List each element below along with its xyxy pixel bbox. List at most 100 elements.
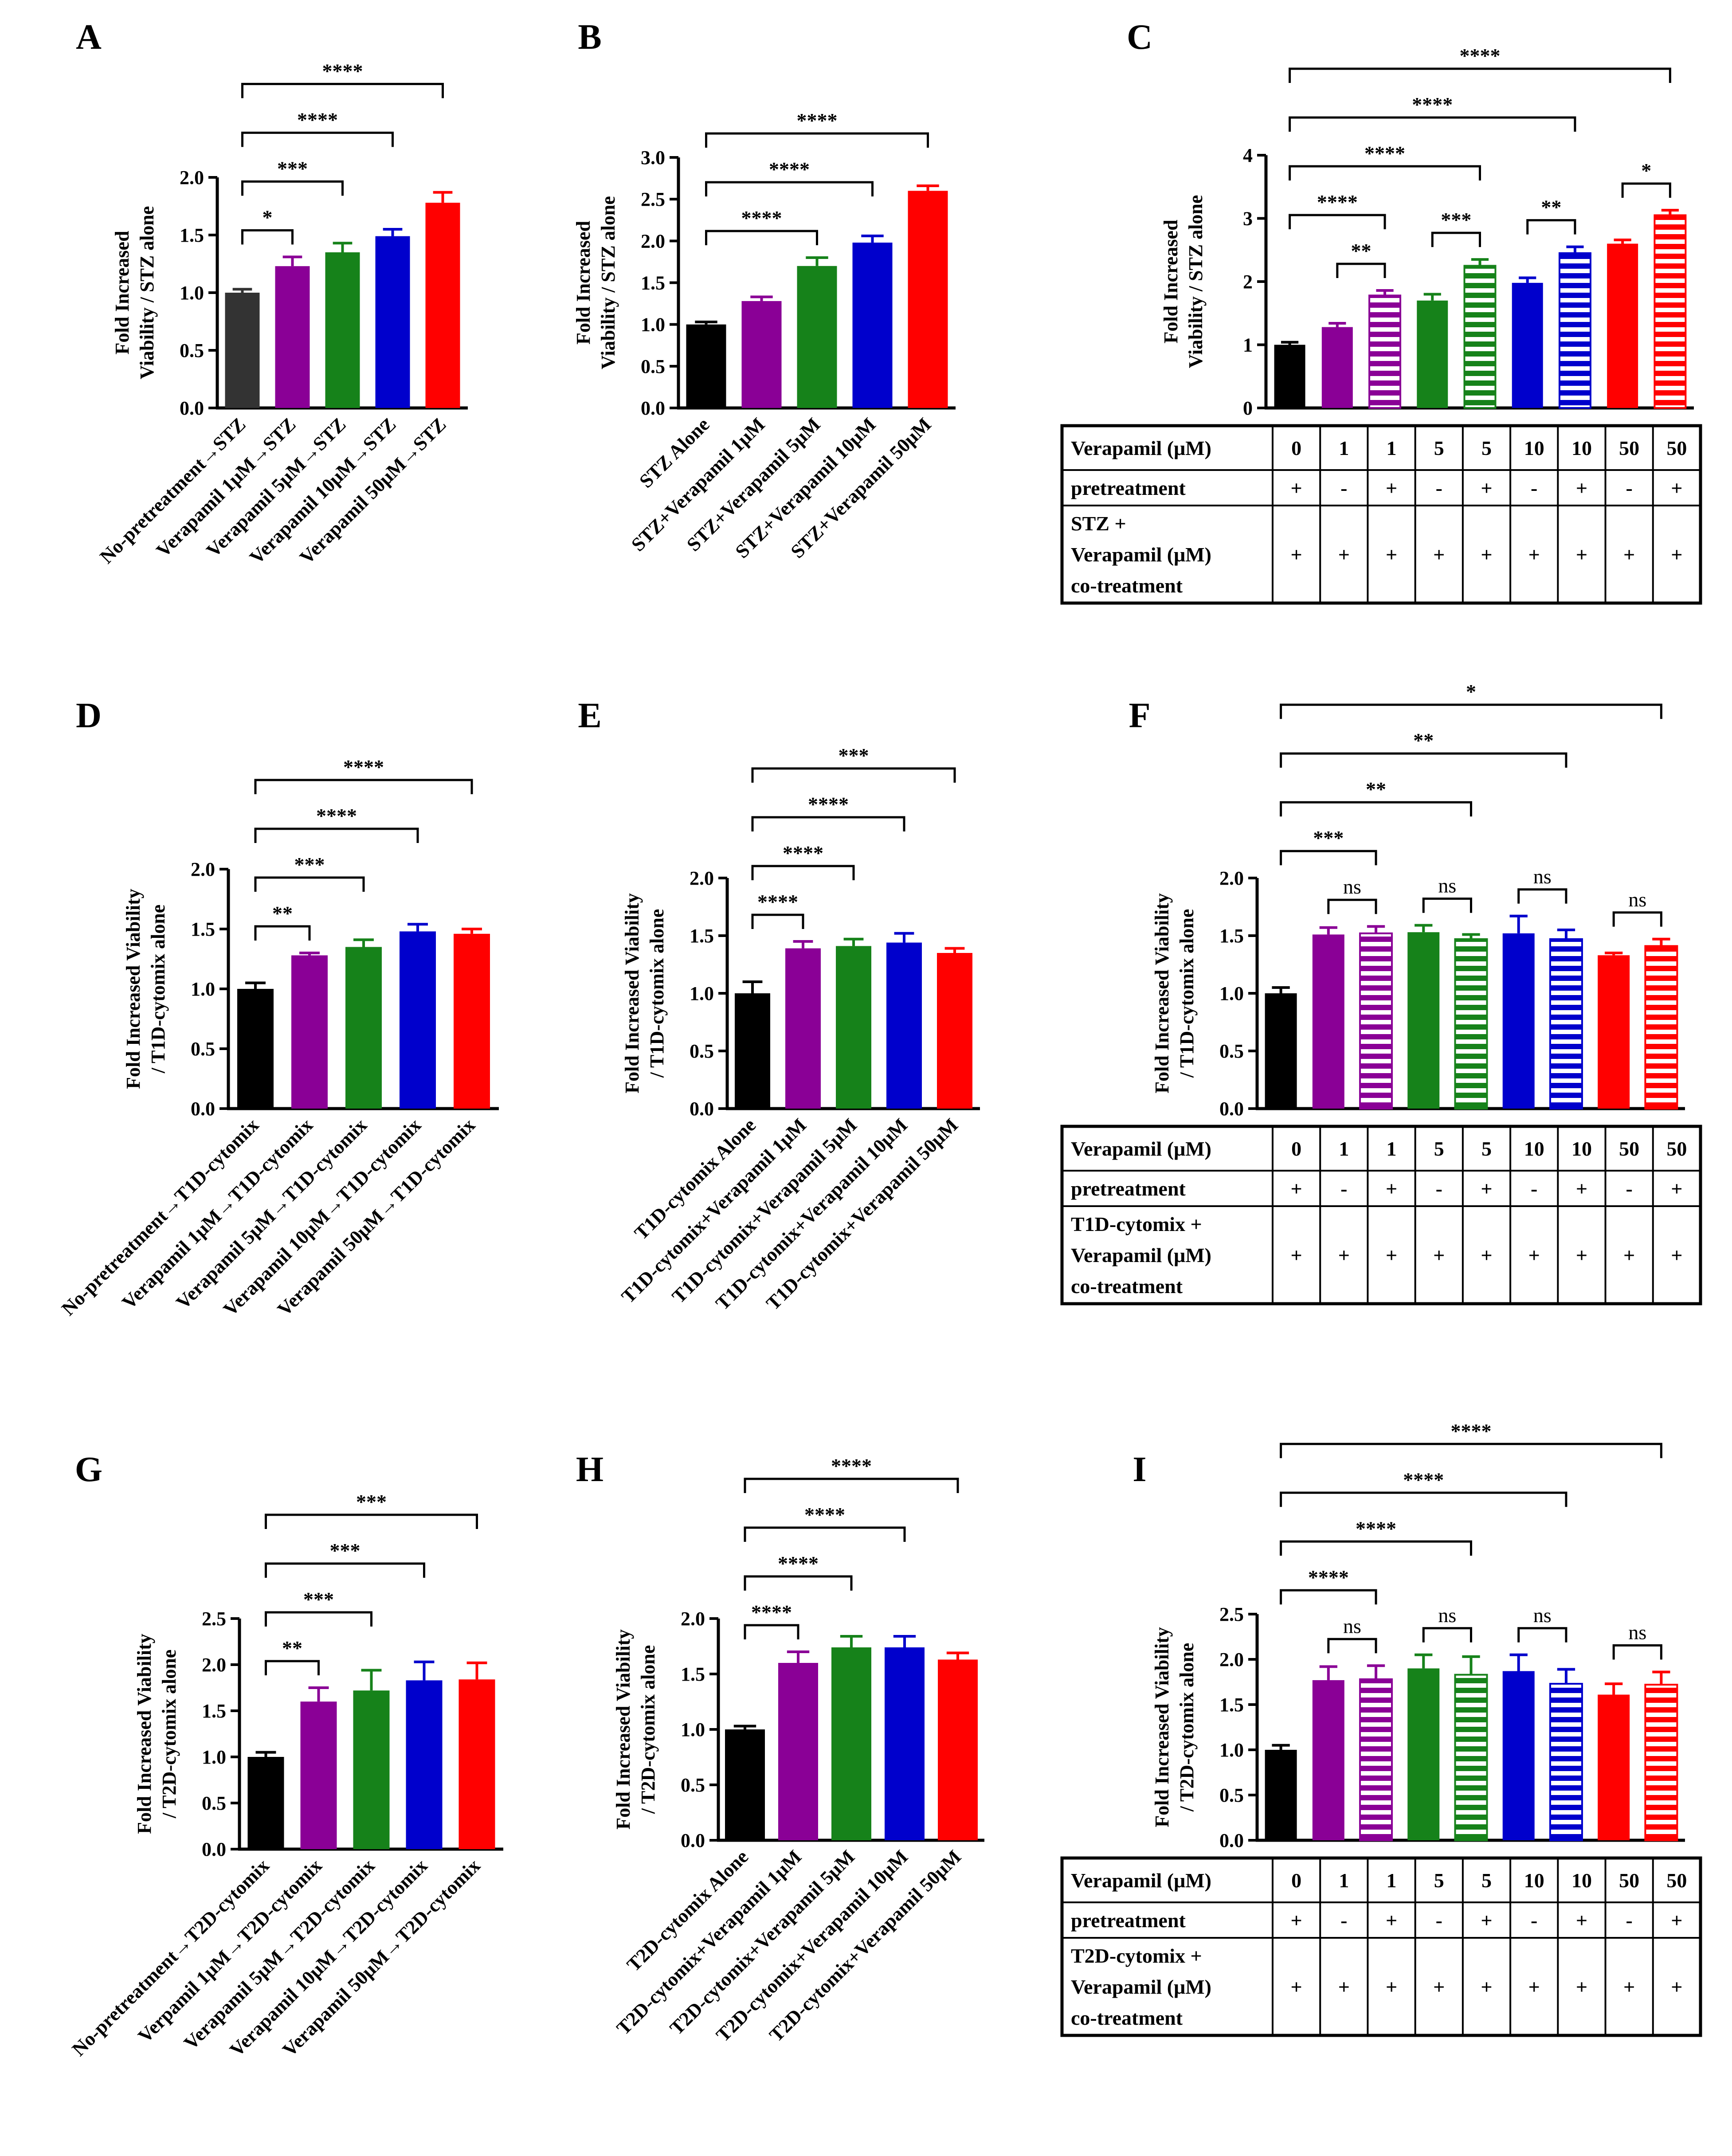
significance-bracket: [1517, 888, 1567, 904]
significance-bracket: [705, 132, 929, 148]
significance-label: ****: [297, 108, 338, 131]
panel-label: A: [76, 18, 102, 57]
significance-bracket: [1280, 1589, 1377, 1605]
y-tick-label: 1.0: [180, 282, 204, 304]
bar: [1549, 1683, 1583, 1842]
table-cell: 10: [1524, 1137, 1544, 1160]
table-cell: +: [1386, 543, 1397, 566]
significance-label: ****: [778, 1552, 819, 1575]
table-cell: +: [1481, 1976, 1492, 1998]
bar: [686, 324, 726, 408]
significance-bracket: [744, 1478, 959, 1493]
significance-label: *: [1641, 159, 1651, 182]
table-row-header: pretreatment: [1071, 477, 1186, 499]
table-cell: 10: [1571, 1869, 1592, 1892]
table-row-header: Verapamil (μM): [1071, 1869, 1211, 1892]
bar: [741, 301, 782, 408]
panel-D: D Fold Increased Viability / T1D-cytomix a…: [57, 696, 499, 1320]
x-tick-label: No-pretreatment→T1D-cytomix: [57, 1114, 263, 1320]
bar: [1502, 933, 1535, 1109]
significance-bracket: [1517, 1627, 1567, 1642]
bar: [1359, 1678, 1393, 1841]
bar: [300, 1701, 337, 1849]
bar: [1654, 214, 1687, 409]
bar: [938, 1659, 978, 1840]
table-cell: +: [1576, 1177, 1587, 1200]
y-axis-label: / T2D-cytomix alone: [1176, 1643, 1198, 1812]
significance-bracket: [1526, 219, 1576, 235]
x-tick-label: T1D-cytomix+Verapamil 5μM: [668, 1114, 861, 1307]
table-cell: +: [1576, 1244, 1587, 1266]
significance-label: ****: [1403, 1468, 1444, 1491]
table-cell: 1: [1339, 437, 1349, 459]
table-row-header: T1D-cytomix +: [1071, 1213, 1202, 1235]
table-cell: +: [1338, 543, 1350, 566]
significance-label: ****: [1308, 1566, 1349, 1588]
y-tick-label: 3: [1243, 208, 1253, 230]
table-cell: +: [1671, 1976, 1682, 1998]
y-tick-label: 2.5: [1219, 1603, 1244, 1625]
table-cell: 50: [1619, 1869, 1639, 1892]
significance-bracket: [241, 131, 394, 147]
y-tick-label: 0.0: [191, 1098, 215, 1120]
significance-bracket: [751, 767, 956, 783]
bar: [1417, 300, 1448, 408]
table-cell: +: [1386, 1909, 1397, 1932]
significance-label: ***: [356, 1490, 387, 1513]
significance-bracket: [1280, 850, 1377, 866]
table-row-header: co-treatment: [1071, 574, 1183, 597]
significance-bracket: [1280, 703, 1662, 719]
significance-bracket: [1431, 231, 1481, 247]
significance-bracket: [254, 876, 365, 892]
treatment-table: Verapamil (μM) 0 1 1 5 5 10 10 50 50 pretreatment +…: [1060, 1856, 1702, 2037]
table-cell: +: [1671, 477, 1682, 499]
significance-label: ***: [1441, 208, 1471, 231]
table-cell: 5: [1434, 1137, 1444, 1160]
significance-label: **: [1541, 196, 1561, 219]
significance-bracket: [1289, 67, 1671, 83]
significance-bracket: [751, 816, 905, 831]
table-cell: -: [1626, 1909, 1633, 1932]
significance-label: *: [263, 206, 273, 228]
significance-label: ****: [316, 804, 357, 827]
significance-bracket: [1327, 1638, 1377, 1654]
table-cell: +: [1291, 1244, 1302, 1266]
bar: [1321, 327, 1353, 408]
y-tick-label: 1.0: [202, 1746, 226, 1768]
significance-label: **: [272, 902, 293, 925]
y-axis-label: / T2D-cytomix alone: [637, 1645, 659, 1815]
table-cell: 50: [1619, 1137, 1639, 1160]
y-axis-label: Fold Increased Viability: [612, 1629, 634, 1829]
significance-bracket: [1336, 263, 1386, 278]
y-tick-label: 1.0: [1219, 983, 1244, 1004]
y-tick-label: 0: [1243, 397, 1253, 419]
panel-I: I Fold Increased Viability / T2D-cytomix a…: [1060, 1419, 1702, 2037]
bar: [1598, 955, 1630, 1109]
panel-A: A Fold Increased Viability / STZ alone 0.0 0…: [76, 18, 468, 568]
significance-label: *: [1466, 680, 1476, 703]
significance-label: ****: [797, 109, 838, 132]
table-cell: 0: [1291, 1869, 1301, 1892]
bar: [1644, 945, 1678, 1109]
y-tick-label: 1.5: [191, 918, 215, 940]
bar: [375, 236, 410, 408]
significance-bracket: [705, 181, 874, 196]
x-tick-label: T1D-cytomix+Verapamil 1μM: [617, 1114, 811, 1307]
significance-label: **: [1366, 778, 1386, 800]
significance-label: ns: [1628, 888, 1646, 911]
bar: [886, 942, 922, 1109]
table-cell: +: [1528, 1976, 1540, 1998]
bar: [400, 931, 436, 1109]
significance-bracket: [1280, 801, 1472, 817]
table-cell: -: [1626, 1177, 1633, 1200]
significance-label: **: [1351, 239, 1371, 262]
bar: [1368, 294, 1402, 409]
significance-bracket: [1422, 1627, 1472, 1642]
bar: [406, 1680, 443, 1849]
panel-B: B Fold Increased Viability / STZ alone 0.0 0…: [572, 18, 956, 562]
significance-bracket: [1280, 1443, 1662, 1458]
table-cell: +: [1576, 1976, 1587, 1998]
treatment-table: Verapamil (μM) 0 1 1 5 5 10 10 50 50 pretreatment +…: [1060, 1125, 1702, 1305]
significance-label: ****: [741, 207, 782, 229]
significance-bracket: [254, 827, 419, 843]
